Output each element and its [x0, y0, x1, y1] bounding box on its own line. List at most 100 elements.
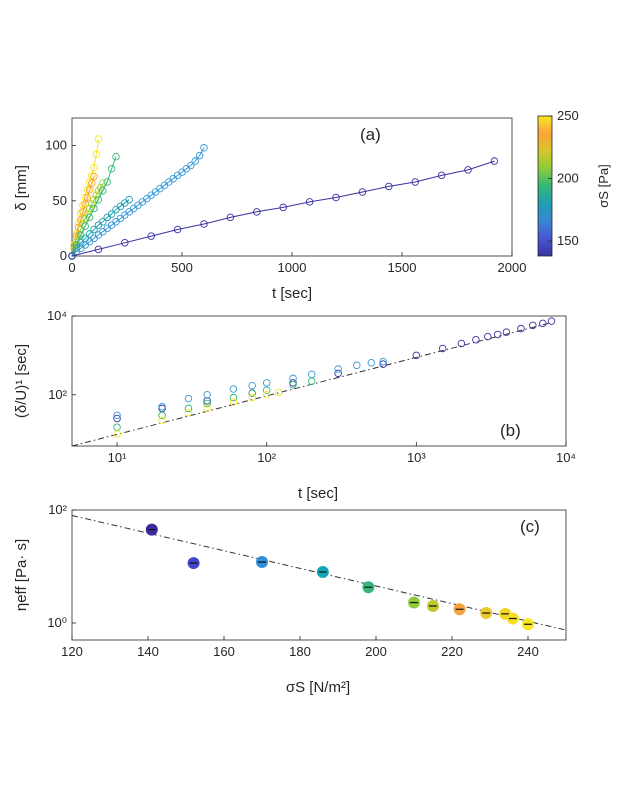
panel-b-point: [158, 402, 166, 411]
panel-b-point: [539, 319, 547, 328]
panel-b-point: [472, 335, 480, 344]
panel-a-point: [94, 245, 103, 254]
panel-a-series-line: [71, 147, 205, 257]
panel-a-point: [68, 252, 76, 260]
panel-a-point: [77, 239, 85, 247]
panel-a-xtick-label: 1500: [388, 260, 417, 275]
panel-a-xtick-label: 500: [171, 260, 193, 275]
panel-a-point: [358, 188, 367, 196]
colorbar-ticks: 150 200 250: [548, 108, 579, 248]
panel-a-point: [92, 191, 100, 200]
panel-b-point: [203, 391, 211, 399]
panel-b-point: [367, 358, 376, 367]
colorbar-tick-label: 250: [557, 108, 579, 123]
panel-a-point: [85, 204, 94, 213]
panel-c-marks: [71, 514, 567, 631]
panel-b-point: [438, 344, 447, 353]
panel-b-point: [113, 414, 121, 423]
panel-b-point: [248, 381, 256, 390]
panel-b-point: [289, 379, 297, 387]
panel-c-xtick-label: 160: [213, 644, 235, 659]
panel-c-ytick-label: 10²: [48, 502, 67, 517]
panel-a-series-line: [71, 138, 99, 257]
panel-c-xtick-label: 200: [365, 644, 387, 659]
panel-b-point: [274, 388, 283, 397]
panel-a-ticks: 0 500 1000 1500 2000 0 50 100: [45, 138, 526, 275]
panel-b-point: [113, 411, 121, 420]
panel-a-point: [81, 222, 89, 230]
panel-b-ytick-label: 10⁴: [47, 308, 67, 323]
panel-b-point: [484, 332, 492, 341]
panel-a-point: [99, 187, 107, 195]
panel-a-point: [195, 151, 204, 160]
panel-b-point: [334, 365, 342, 373]
panel-b-point: [353, 361, 361, 370]
panel-a-point: [253, 208, 261, 216]
panel-b-point: [248, 389, 256, 397]
panel-a-axes-box: [71, 117, 513, 257]
panel-a-point: [85, 213, 94, 222]
panel-c-ylabel: ηeff [Pa· s]: [13, 539, 30, 611]
panel-a-point: [125, 195, 133, 204]
panel-c-xtick-label: 140: [137, 644, 159, 659]
colorbar-tick-label: 150: [557, 233, 579, 248]
panel-a-ytick-label: 0: [60, 248, 67, 263]
panel-b-point: [494, 330, 502, 339]
panel-b-point: [262, 391, 271, 399]
panel-b-point: [289, 380, 297, 389]
panel-b-point: [184, 404, 193, 413]
panel-b-axes-box: [71, 315, 567, 447]
panel-b-ylabel: (δ/U)¹ [sec]: [13, 344, 30, 418]
panel-a-point: [79, 208, 87, 216]
panel-a-point: [83, 193, 92, 202]
panel-a-point: [81, 214, 89, 223]
panel-b-point: [229, 393, 238, 402]
panel-b-point: [379, 357, 387, 366]
panel-a-point: [187, 161, 195, 170]
panel-b-point: [248, 393, 256, 402]
panel-b-point: [307, 377, 316, 386]
panel-c-xtick-label: 240: [517, 644, 539, 659]
colorbar-label: σS [Pa]: [596, 164, 611, 207]
panel-a-point: [112, 152, 120, 161]
panel-b-point: [262, 386, 271, 395]
panel-b-point: [262, 379, 271, 387]
panel-a-point: [90, 225, 98, 234]
panel-a-point: [85, 186, 94, 194]
panel-a-point: [121, 239, 129, 247]
panel-a-point: [191, 157, 199, 165]
panel-a-point: [147, 232, 155, 240]
panel-c-axes-box: [71, 509, 567, 641]
panel-a-xtick-label: 2000: [498, 260, 527, 275]
panel-c-ticks: 120 140 160 180 200 220 240 10⁰ 10²: [47, 502, 539, 659]
panel-b-point: [184, 394, 193, 403]
panel-b-point: [334, 369, 342, 378]
panel-a-point: [173, 225, 182, 234]
panel-a-ytick-label: 100: [45, 138, 67, 153]
panel-a-ylabel: δ [mm]: [13, 165, 30, 211]
panel-a-point: [88, 179, 96, 187]
panel-b-point: [229, 385, 238, 393]
colorbar-tick-label: 200: [557, 171, 579, 186]
panel-a-point: [94, 135, 103, 143]
panel-b-ytick-label: 10²: [48, 387, 67, 402]
panel-b-point: [203, 397, 211, 405]
colorbar: 150 200 250 σS [Pa]: [537, 108, 611, 257]
panel-a-point: [92, 150, 100, 159]
panel-a-ytick-label: 50: [53, 193, 67, 208]
panel-a-point: [90, 163, 98, 172]
panel-b-ticks: 10¹ 10² 10³ 10⁴ 10² 10⁴: [47, 308, 576, 465]
panel-b-xtick-label: 10²: [257, 450, 276, 465]
panel-b-point: [529, 321, 537, 330]
panel-a-xlabel: t [sec]: [272, 285, 312, 302]
panel-a-point: [200, 144, 208, 152]
panel-b-point: [502, 328, 511, 336]
panel-c: 120 140 160 180 200 220 240 10⁰ 10² (c) σS [N/m²…: [13, 502, 567, 696]
panel-a: 0 500 1000 1500 2000 0 50 100 (a) t [sec] δ [mm…: [13, 117, 526, 302]
panel-c-xlabel: σS [N/m²]: [286, 679, 350, 696]
panel-a-point: [88, 200, 96, 208]
panel-c-ytick-label: 10⁰: [47, 615, 67, 630]
panel-a-point: [77, 215, 85, 224]
panel-b-xtick-label: 10⁴: [556, 450, 576, 465]
panel-a-series-line: [71, 160, 495, 257]
